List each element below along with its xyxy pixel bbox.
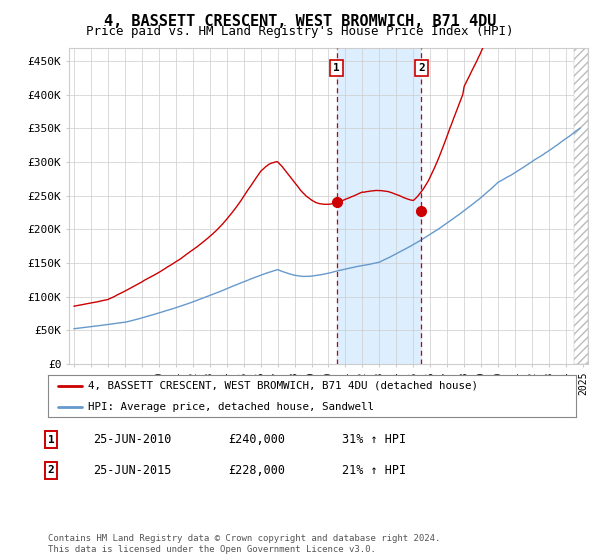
Text: Price paid vs. HM Land Registry's House Price Index (HPI): Price paid vs. HM Land Registry's House …: [86, 25, 514, 38]
Text: £228,000: £228,000: [228, 464, 285, 477]
Text: 4, BASSETT CRESCENT, WEST BROMWICH, B71 4DU (detached house): 4, BASSETT CRESCENT, WEST BROMWICH, B71 …: [88, 381, 478, 391]
Text: 4, BASSETT CRESCENT, WEST BROMWICH, B71 4DU: 4, BASSETT CRESCENT, WEST BROMWICH, B71 …: [104, 14, 496, 29]
Text: £240,000: £240,000: [228, 433, 285, 446]
Text: HPI: Average price, detached house, Sandwell: HPI: Average price, detached house, Sand…: [88, 402, 374, 412]
Text: 1: 1: [333, 63, 340, 73]
Text: Contains HM Land Registry data © Crown copyright and database right 2024.: Contains HM Land Registry data © Crown c…: [48, 534, 440, 543]
Text: 25-JUN-2015: 25-JUN-2015: [93, 464, 172, 477]
Bar: [574, 48, 588, 364]
Text: 31% ↑ HPI: 31% ↑ HPI: [342, 433, 406, 446]
Text: 2: 2: [47, 465, 55, 475]
Text: 25-JUN-2010: 25-JUN-2010: [93, 433, 172, 446]
Text: 21% ↑ HPI: 21% ↑ HPI: [342, 464, 406, 477]
Text: This data is licensed under the Open Government Licence v3.0.: This data is licensed under the Open Gov…: [48, 545, 376, 554]
Bar: [574, 48, 588, 364]
Text: 2: 2: [418, 63, 425, 73]
Text: 1: 1: [47, 435, 55, 445]
Bar: [337, 48, 421, 364]
